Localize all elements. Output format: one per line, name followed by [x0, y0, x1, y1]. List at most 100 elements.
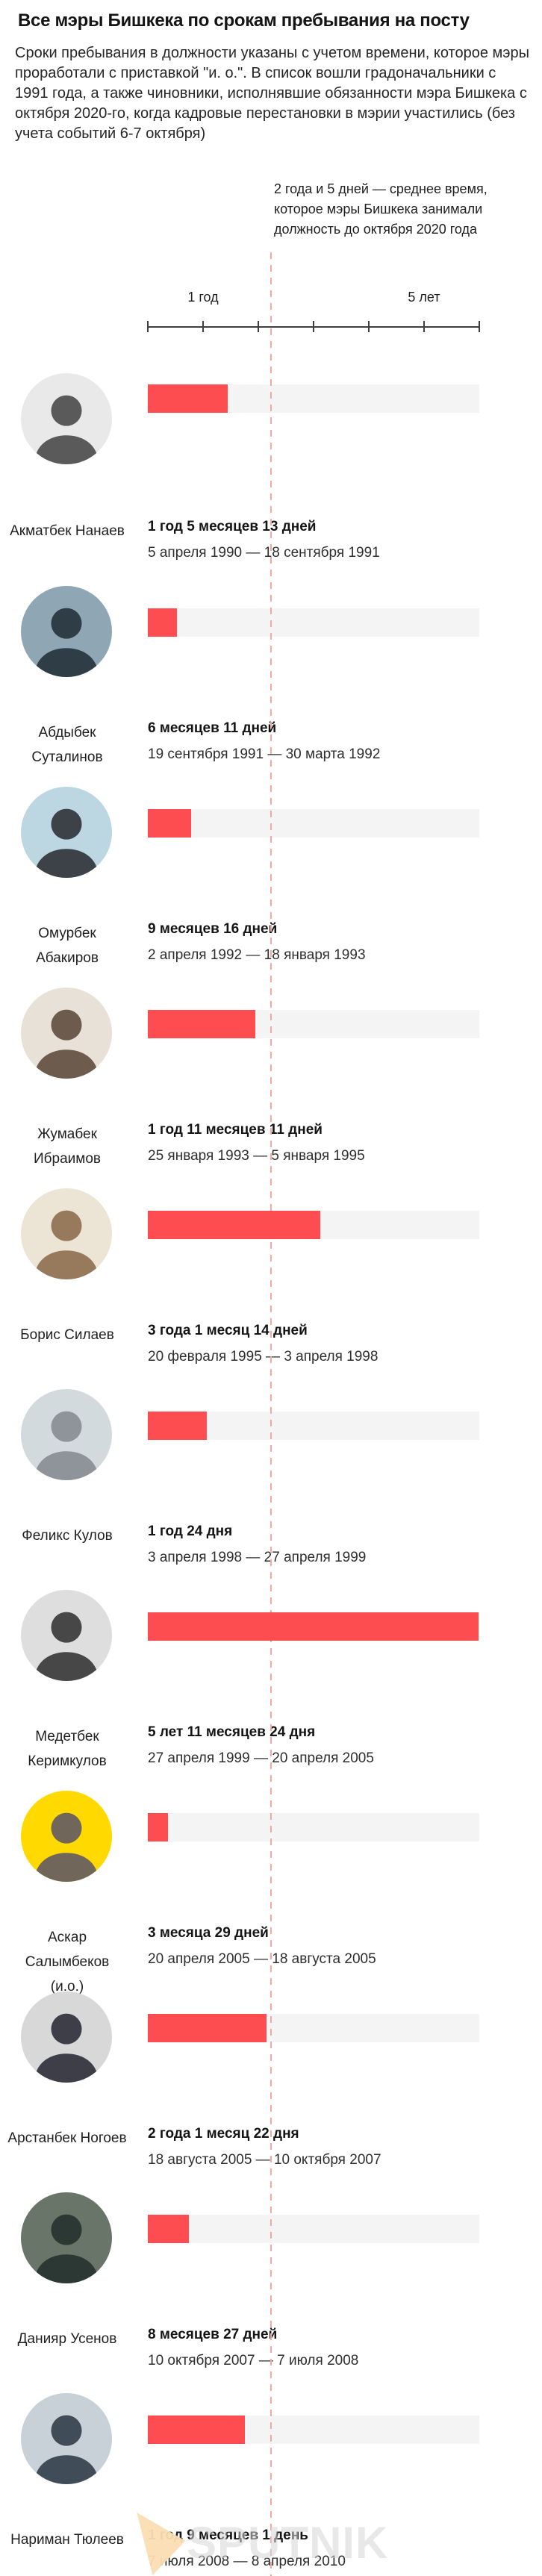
avatar	[21, 2192, 112, 2283]
mayor-row: Омурбек Абакиров 9 месяцев 16 дней 2 апр…	[0, 768, 542, 969]
mayor-name: Акматбек Нанаев	[10, 523, 125, 539]
mayor-name: Борис Силаев	[20, 1327, 114, 1343]
mayor-row: Акматбек Нанаев 1 год 5 месяцев 13 дней …	[0, 343, 542, 567]
term-dates: 3 апреля 1998 — 27 апреля 1999	[148, 1550, 367, 1565]
mayor-name: Медетбек Керимкулов	[28, 1729, 107, 1769]
term-duration: 1 год 5 месяцев 13 дней	[148, 519, 317, 534]
axis-tick	[147, 321, 149, 332]
term-dates: 19 сентября 1991 — 30 марта 1992	[148, 746, 381, 762]
term-bar	[148, 608, 177, 637]
term-bar-track	[148, 809, 479, 838]
term-text: 2 года 1 месяц 22 дня 18 августа 2005 — …	[148, 2126, 506, 2168]
avatar	[21, 1590, 112, 1681]
axis-tick	[202, 321, 204, 332]
axis-tick	[368, 321, 370, 332]
axis-tick	[479, 321, 480, 332]
term-bar-track	[148, 608, 479, 637]
term-duration: 3 года 1 месяц 14 дней	[148, 1323, 308, 1338]
term-dates: 25 января 1993 — 5 января 1995	[148, 1148, 365, 1164]
term-duration: 1 год 9 месяцев 1 день	[148, 2527, 308, 2543]
mayors-list: Акматбек Нанаев 1 год 5 месяцев 13 дней …	[0, 343, 542, 2575]
avatar	[21, 1188, 112, 1279]
person-icon	[34, 1411, 99, 1480]
term-dates: 20 апреля 2005 — 18 августа 2005	[148, 1951, 376, 1967]
mayor-row: Медетбек Керимкулов 5 лет 11 месяцев 24 …	[0, 1571, 542, 1772]
person-icon	[34, 395, 99, 464]
term-bar	[148, 2014, 267, 2042]
term-duration: 6 месяцев 11 дней	[148, 720, 277, 736]
person-icon	[34, 1009, 99, 1079]
sputnik-watermark: SPUTNIK	[187, 2518, 389, 2568]
mayor-row: Борис Силаев 3 года 1 месяц 14 дней 20 ф…	[0, 1170, 542, 1370]
term-bar-track	[148, 1612, 479, 1641]
term-bar-track	[148, 2416, 479, 2444]
term-bar-track	[148, 2215, 479, 2243]
term-bar	[148, 384, 228, 413]
person-icon	[34, 1210, 99, 1279]
person-icon	[34, 1812, 99, 1882]
term-text: 1 год 24 дня 3 апреля 1998 — 27 апреля 1…	[148, 1524, 506, 1566]
term-bar-track	[148, 1412, 479, 1440]
term-duration: 9 месяцев 16 дней	[148, 921, 278, 937]
person-icon	[34, 2013, 99, 2083]
term-text: 9 месяцев 16 дней 2 апреля 1992 — 18 янв…	[148, 921, 506, 964]
person-icon	[34, 2214, 99, 2283]
mayor-row: Арстанбек Ногоев 2 года 1 месяц 22 дня 1…	[0, 1973, 542, 2174]
term-bar	[148, 1412, 207, 1440]
axis-tick	[258, 321, 259, 332]
page-title: Все мэры Бишкека по срокам пребывания на…	[18, 10, 470, 31]
avatar	[21, 1791, 112, 1882]
avatar	[21, 373, 112, 464]
term-duration: 8 месяцев 27 дней	[148, 2327, 278, 2342]
term-duration: 1 год 24 дня	[148, 1524, 233, 1539]
mayor-row: Данияр Усенов 8 месяцев 27 дней 10 октяб…	[0, 2174, 542, 2374]
intro-text: Сроки пребывания в должности указаны с у…	[15, 45, 529, 142]
avatar	[21, 2393, 112, 2484]
term-bar-track	[148, 1211, 479, 1239]
term-duration: 1 год 11 месяцев 11 дней	[148, 1122, 323, 1138]
mayor-name: Арстанбек Ногоев	[7, 2130, 127, 2146]
mayor-name: Омурбек Абакиров	[36, 926, 99, 966]
mayor-name: Абдыбек Суталинов	[31, 725, 103, 765]
term-text: 1 год 5 месяцев 13 дней 5 апреля 1990 — …	[148, 519, 506, 561]
term-bar	[148, 1612, 479, 1641]
mayor-name: Феликс Кулов	[22, 1528, 113, 1544]
average-dashed-line	[270, 252, 272, 2576]
avatar	[21, 586, 112, 677]
term-text: 1 год 11 месяцев 11 дней 25 января 1993 …	[148, 1122, 506, 1164]
mayor-name: Данияр Усенов	[17, 2331, 117, 2347]
avatar	[21, 1389, 112, 1480]
term-bar	[148, 2215, 189, 2243]
avatar	[21, 1992, 112, 2083]
term-dates: 27 апреля 1999 — 20 апреля 2005	[148, 1750, 374, 1766]
term-dates: 5 апреля 1990 — 18 сентября 1991	[148, 545, 380, 561]
mayor-row: Феликс Кулов 1 год 24 дня 3 апреля 1998 …	[0, 1370, 542, 1571]
axis-tick	[423, 321, 425, 332]
term-dates: 18 августа 2005 — 10 октября 2007	[148, 2152, 381, 2168]
term-duration: 2 года 1 месяц 22 дня	[148, 2126, 299, 2142]
term-bar	[148, 2416, 245, 2444]
term-text: 5 лет 11 месяцев 24 дня 27 апреля 1999 —…	[148, 1724, 506, 1767]
term-bar-track	[148, 384, 479, 413]
person-icon	[34, 2415, 99, 2484]
mayor-name: Аскар Салымбеков (и.о.)	[25, 1930, 110, 1995]
mayor-row: Аскар Салымбеков (и.о.) 3 месяца 29 дней…	[0, 1772, 542, 1995]
mayor-row: Нариман Тюлеев 1 год 9 месяцев 1 день 7 …	[0, 2374, 542, 2575]
term-text: 3 месяца 29 дней 20 апреля 2005 — 18 авг…	[148, 1925, 506, 1968]
avatar	[21, 988, 112, 1079]
term-bar-track	[148, 2014, 479, 2042]
term-text: 1 год 9 месяцев 1 день 7 июля 2008 — 8 а…	[148, 2527, 506, 2570]
person-icon	[34, 1612, 99, 1681]
person-icon	[34, 608, 99, 677]
term-bar	[148, 809, 191, 838]
axis-label-1-year: 1 год	[187, 290, 219, 305]
term-bar	[148, 1010, 255, 1038]
term-text: 8 месяцев 27 дней 10 октября 2007 — 7 ию…	[148, 2327, 506, 2369]
term-dates: 20 февраля 1995 — 3 апреля 1998	[148, 1349, 379, 1365]
average-term-note: 2 года и 5 дней — среднее время, которое…	[274, 181, 488, 237]
axis-tick	[313, 321, 314, 332]
term-bar	[148, 1813, 168, 1841]
term-dates: 7 июля 2008 — 8 апреля 2010	[148, 2554, 346, 2569]
person-icon	[34, 808, 99, 878]
